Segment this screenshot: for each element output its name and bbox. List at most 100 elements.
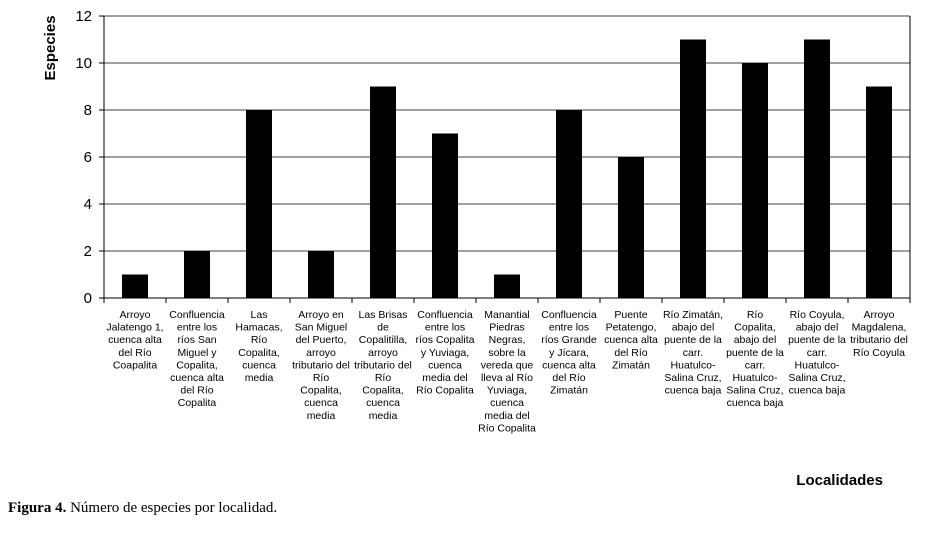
x-category-label-line: Las [251, 309, 268, 321]
bar [494, 274, 520, 298]
y-tick-label: 4 [84, 196, 92, 213]
y-tick-label: 8 [84, 102, 92, 119]
y-tick-label: 12 [75, 8, 92, 25]
bar [618, 157, 644, 298]
x-category-label-line: Confluencia [417, 309, 473, 321]
y-tick-label: 6 [84, 149, 92, 166]
x-category-label-line: cuenca alta [108, 334, 162, 346]
x-category-label-line: Río [313, 372, 330, 384]
x-category-label-line: Confluencia [541, 309, 597, 321]
x-category-label-line: Río [747, 309, 764, 321]
bar [432, 133, 458, 298]
x-category-label-line: Las Brisas [358, 309, 407, 321]
x-category-label-line: Copalita [178, 397, 217, 409]
caption-text: Número de especies por localidad. [66, 500, 278, 516]
x-category-label-line: Confluencia [169, 309, 225, 321]
x-category-label-line: de [377, 322, 389, 334]
x-category-label-line: Copalita, [176, 359, 217, 371]
x-category-label-line: cuenca [366, 397, 400, 409]
x-category-label-line: tributario del [292, 359, 350, 371]
x-category-label-line: lleva al Río [481, 372, 533, 384]
x-category-label-line: ríos Grande [541, 334, 597, 346]
x-category-label: Río Zimatán, abajo del puente de la carr. Hu… [663, 309, 723, 397]
x-category-label-line: Yuviaga, [487, 385, 527, 397]
x-category-label-line: tributario del [354, 359, 412, 371]
x-category-label-line: Zimatán [612, 359, 650, 371]
bar [556, 110, 582, 298]
x-category-label-line: Copalita, [238, 347, 279, 359]
x-category-label-line: abajo del [734, 334, 777, 346]
x-category-label: Confluencia entre los ríos Copalita y Yuvia… [416, 309, 475, 397]
x-category-label-line: del Río [552, 372, 585, 384]
x-category-label-line: entre los [177, 322, 217, 334]
caption-label: Figura 4. [8, 500, 67, 516]
bar [866, 86, 892, 298]
x-category-label-line: puente de la [726, 347, 784, 359]
bar [680, 39, 706, 298]
x-category-label-line: puente de la [664, 334, 722, 346]
x-category-label-line: Arroyo en [298, 309, 344, 321]
x-category-label-line: Piedras [489, 322, 525, 334]
x-category-label-line: del Puerto, [296, 334, 347, 346]
x-category-label-line: Huatulco- [795, 359, 840, 371]
x-category-label-line: Petatengo, [606, 322, 657, 334]
x-category-label-line: media [245, 372, 274, 384]
x-category-label-line: entre los [549, 322, 589, 334]
x-category-label-line: abajo del [672, 322, 715, 334]
x-category-label-line: Negras, [489, 334, 526, 346]
x-category-label-line: Arroyo [120, 309, 151, 321]
x-category-label-line: Salina Cruz, [788, 372, 845, 384]
x-category-label-line: media del [484, 410, 530, 422]
x-category-label-line: media [307, 410, 336, 422]
x-category-label-line: Río Coyula [853, 347, 905, 359]
figure-caption: Figura 4. Número de especies por localid… [8, 500, 277, 517]
x-category-label-line: cuenca [490, 397, 524, 409]
bar [184, 251, 210, 298]
x-category-label-line: cuenca alta [542, 359, 596, 371]
x-category-label-line: Salina Cruz, [664, 372, 721, 384]
x-category-label-line: puente de la [788, 334, 846, 346]
bar [122, 274, 148, 298]
x-category-label-line: Río [251, 334, 268, 346]
x-category-label-line: tributario del [850, 334, 908, 346]
x-category-label-line: cuenca alta [170, 372, 224, 384]
x-category-label-line: del Río [180, 385, 213, 397]
x-axis-title: Localidades [796, 472, 883, 489]
x-category-label-line: Zimatán [550, 385, 588, 397]
x-category-label: Puente Petatengo, cuenca alta del Río Zimatá… [604, 309, 658, 371]
x-category-label-line: Río Zimatán, [663, 309, 723, 321]
x-category-label-line: Copalita, [300, 385, 341, 397]
x-category-label-line: Jalatengo 1, [106, 322, 163, 334]
x-category-label-line: cuenca baja [727, 397, 784, 409]
x-category-label-line: Copalita, [362, 385, 403, 397]
x-category-label-line: media del [422, 372, 468, 384]
x-category-label-line: Río Copalita [416, 385, 474, 397]
bar [246, 110, 272, 298]
bar [308, 251, 334, 298]
x-category-label-line: Coapalita [113, 359, 158, 371]
x-category-label: Las Brisas de Copalitilla, arroyo tributario… [354, 309, 412, 422]
x-category-label: Río Coyula, abajo del puente de la carr. Hua… [788, 309, 846, 397]
x-category-label-line: Río [375, 372, 392, 384]
x-category-label-line: vereda que [481, 359, 534, 371]
x-category-label-line: cuenca [304, 397, 338, 409]
x-category-label-line: Huatulco- [733, 372, 778, 384]
y-tick-label: 0 [84, 290, 92, 307]
x-category-label-line: y Jícara, [549, 347, 589, 359]
x-category-label: Confluencia entre los ríos Grande y Jícara,… [541, 309, 597, 397]
x-category-label-line: del Río [614, 347, 647, 359]
x-category-label-line: Salina Cruz, [726, 385, 783, 397]
x-category-label-line: Hamacas, [235, 322, 282, 334]
x-category-label-line: Arroyo [864, 309, 895, 321]
x-category-label-line: media [369, 410, 398, 422]
x-category-label-line: cuenca baja [665, 385, 722, 397]
y-tick-label: 2 [84, 243, 92, 260]
x-category-label-line: carr. [807, 347, 827, 359]
bar [370, 86, 396, 298]
x-category-label: Confluencia entre los ríos San Miguel y Copa… [169, 309, 225, 409]
x-category-label-line: y Yuviaga, [421, 347, 469, 359]
x-category-label-line: cuenca [428, 359, 462, 371]
bar [742, 63, 768, 298]
x-category-label: Arroyo Magdalena, tributario del Río Coyula [850, 309, 908, 359]
x-category-label-line: cuenca baja [789, 385, 846, 397]
